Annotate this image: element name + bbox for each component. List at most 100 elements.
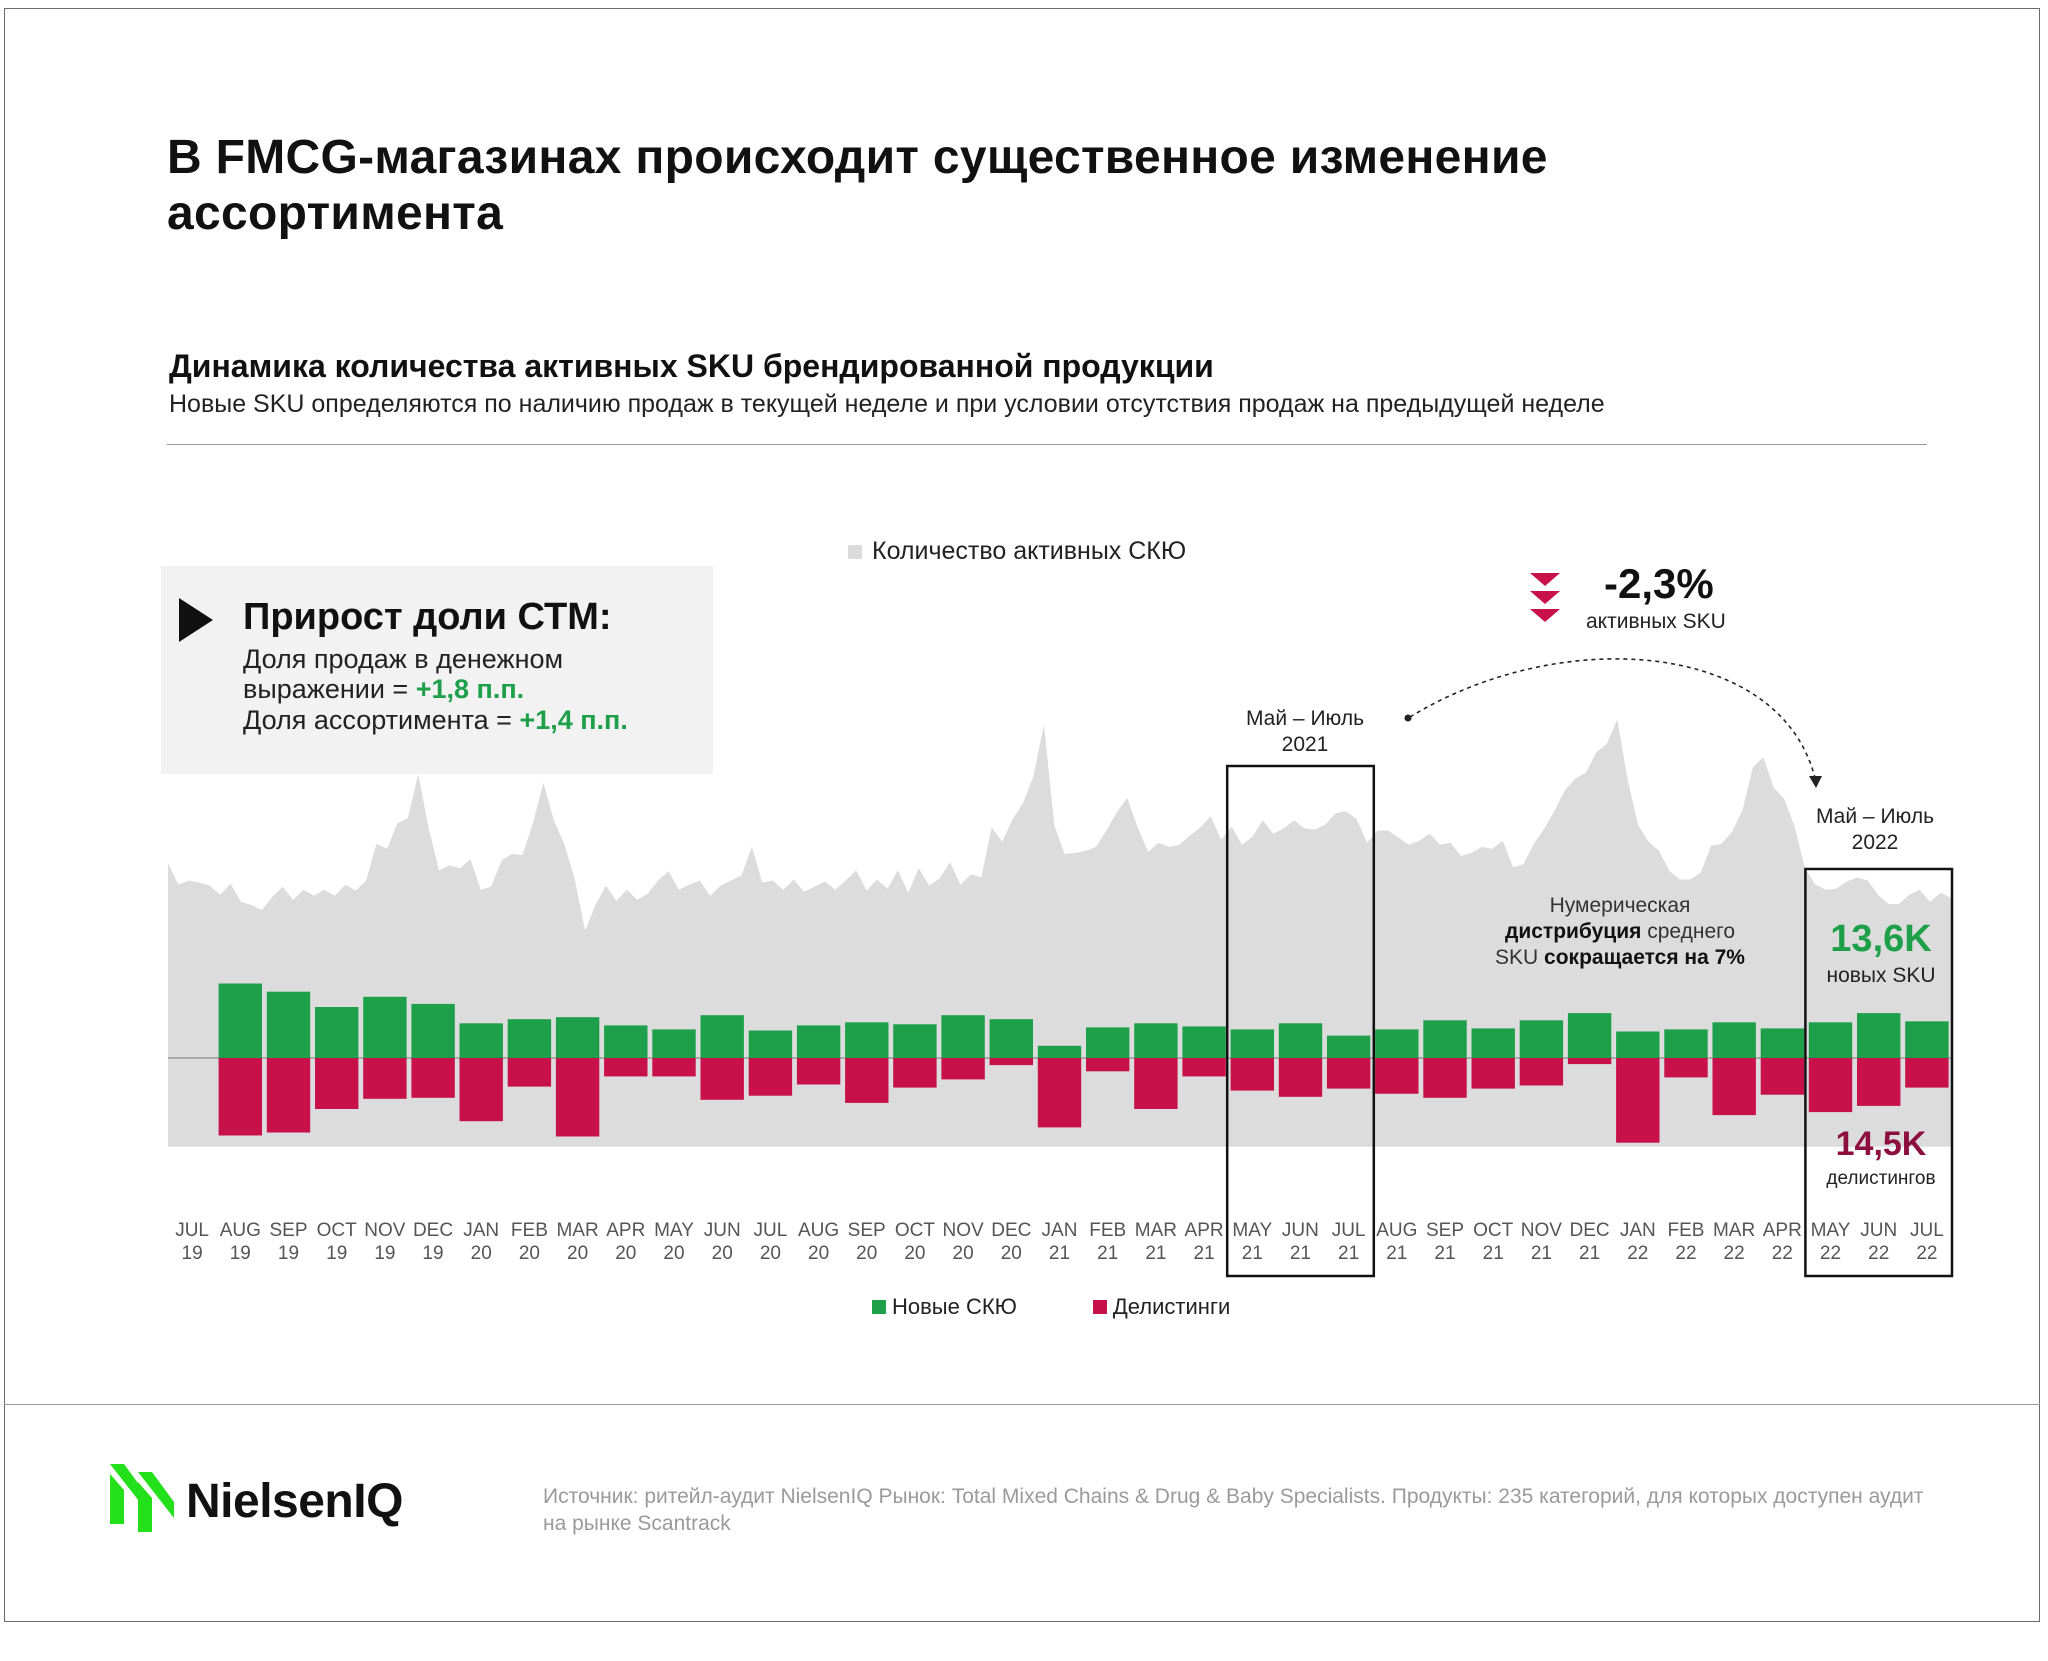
bar-new-sku [1808, 1022, 1853, 1058]
bar-delisting [1616, 1058, 1660, 1143]
bar-delisting [459, 1058, 503, 1122]
x-tick-month: FEB [511, 1220, 548, 1241]
x-tick-month: JUN [704, 1220, 741, 1241]
x-tick-year: 20 [519, 1243, 540, 1264]
x-tick-month: MAR [1135, 1220, 1177, 1241]
x-tick-month: NOV [1521, 1220, 1563, 1241]
x-tick-month: AUG [220, 1220, 261, 1241]
chart-subnote: Новые SKU определяются по наличию продаж… [169, 390, 1605, 418]
bar-new-sku [1567, 1013, 1612, 1058]
bar-new-sku [1519, 1020, 1564, 1058]
x-tick-month: NOV [943, 1220, 985, 1241]
x-tick-year: 19 [278, 1243, 299, 1264]
x-tick-month: APR [1185, 1220, 1224, 1241]
bar-delisting [1037, 1058, 1082, 1128]
new-sku-caption: новых SKU [1826, 964, 1936, 987]
note-line-3-start: SKU [1495, 946, 1545, 969]
bar-new-sku [1086, 1027, 1130, 1058]
x-tick-year: 20 [615, 1243, 636, 1264]
x-tick-year: 19 [422, 1243, 443, 1264]
x-tick-year: 22 [1675, 1243, 1696, 1264]
bar-delisting [1423, 1058, 1467, 1098]
x-tick-month: OCT [1473, 1220, 1514, 1241]
panel-line-3: Доля ассортимента = +1,4 п.п. [243, 705, 628, 736]
bar-new-sku [1423, 1020, 1467, 1058]
page-title: В FMCG-магазинах происходит существенное… [167, 131, 1548, 240]
bar-new-sku [652, 1029, 696, 1058]
arrow-start-dot [1404, 714, 1412, 722]
bar-new-sku [604, 1025, 648, 1058]
period-2021-line2: 2021 [1281, 733, 1329, 756]
legend-new-label: Новые СКЮ [892, 1294, 1017, 1319]
bar-new-sku [941, 1015, 985, 1058]
bar-new-sku [748, 1030, 793, 1058]
x-tick-year: 20 [904, 1243, 925, 1264]
legend-bars: Новые СКЮ Делистинги [872, 1294, 1306, 1320]
brand-name: NielsenIQ [186, 1475, 403, 1528]
legend-item-delist: Делистинги [1092, 1294, 1230, 1320]
source-note: Источник: ритейл-аудит NielsenIQ Рынок: … [543, 1485, 1924, 1535]
bar-delisting [845, 1058, 889, 1103]
chevron-down-icon [1530, 591, 1560, 604]
x-tick-month: SEP [848, 1220, 886, 1241]
arrow-head [1809, 776, 1822, 788]
bar-delisting [1375, 1058, 1419, 1094]
x-tick-year: 21 [1531, 1243, 1552, 1264]
bar-new-sku [1375, 1029, 1419, 1058]
x-tick-month: FEB [1089, 1220, 1126, 1241]
nielseniq-logo: NielsenIQ [110, 1464, 450, 1544]
private-label-panel: Прирост доли СТМ: Доля продаж в денежном… [161, 566, 713, 774]
legend-swatch-new [872, 1300, 886, 1314]
x-tick-month: SEP [1426, 1220, 1464, 1241]
x-tick-month: APR [606, 1220, 645, 1241]
bar-new-sku [1326, 1035, 1371, 1058]
nielseniq-mark-icon [110, 1464, 174, 1532]
bar-new-sku [1037, 1045, 1082, 1058]
bar-delisting [748, 1058, 793, 1096]
bar-new-sku [1182, 1026, 1226, 1058]
x-tick-month: DEC [1570, 1220, 1610, 1241]
bar-new-sku [363, 996, 407, 1058]
bar-delisting [1567, 1058, 1612, 1065]
x-tick-month: OCT [895, 1220, 936, 1241]
note-line-1: Нумерическая [1549, 894, 1691, 917]
legend-active-sku-label: Количество активных СКЮ [872, 537, 1187, 565]
note-line-2-rest: среднего [1641, 920, 1736, 943]
slide-frame [4, 8, 2040, 1622]
x-tick-month: JAN [1620, 1220, 1656, 1241]
bar-new-sku [315, 1007, 359, 1058]
x-tick-year: 20 [712, 1243, 733, 1264]
bar-delisting [1519, 1058, 1564, 1086]
bar-delisting [652, 1058, 696, 1077]
bar-delisting [1086, 1058, 1130, 1072]
x-tick-year: 20 [808, 1243, 829, 1264]
x-tick-month: MAR [1713, 1220, 1755, 1241]
chart-subtitle: Динамика количества активных SKU брендир… [169, 348, 1214, 384]
bar-delisting [1134, 1058, 1178, 1109]
bar-delisting [1182, 1058, 1226, 1077]
bar-new-sku [411, 1003, 455, 1058]
x-tick-year: 20 [663, 1243, 684, 1264]
period-label-2022: Май – Июль 2022 [1790, 804, 1960, 856]
bar-new-sku [507, 1019, 552, 1058]
bar-new-sku [266, 991, 311, 1058]
highlight-box-2021 [1225, 764, 1376, 1278]
period-2022-line1: Май – Июль [1815, 805, 1935, 828]
footer-divider [4, 1404, 2040, 1405]
bar-new-sku [555, 1017, 600, 1058]
decline-caption: активных SKU [1586, 610, 1726, 633]
period-2021-line1: Май – Июль [1245, 707, 1365, 730]
distribution-note: Нумерическая дистрибуция среднего SKU со… [1440, 893, 1800, 971]
chevron-down-icon [1530, 609, 1560, 622]
header-divider [167, 444, 1927, 445]
x-tick-year: 21 [1145, 1243, 1166, 1264]
x-tick-year: 22 [1868, 1243, 1889, 1264]
bar-delisting [555, 1058, 600, 1137]
bar-delisting [1857, 1058, 1901, 1106]
period-comparison-arrow [1409, 658, 1816, 779]
bar-new-sku [700, 1015, 744, 1058]
new-sku-value: 13,6K [1830, 918, 1932, 960]
x-tick-month: JUN [1860, 1220, 1897, 1241]
bar-delisting [1905, 1058, 1949, 1088]
